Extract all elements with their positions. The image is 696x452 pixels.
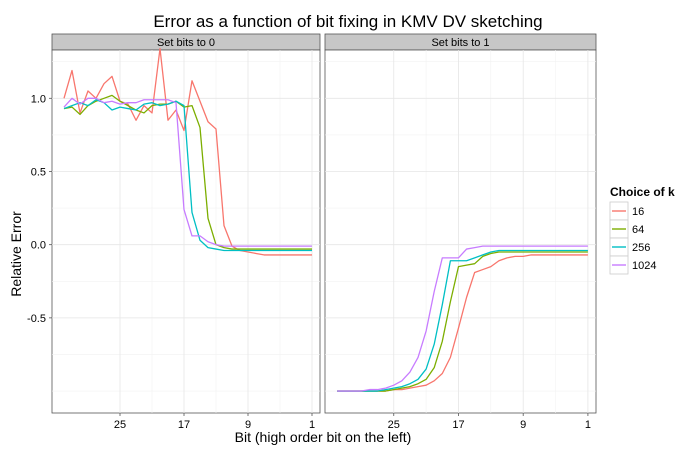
legend-label: 1024 [632,260,656,272]
legend-item: 16 [609,201,644,221]
legend-item: 64 [609,219,644,239]
chart-title: Error as a function of bit fixing in KMV… [153,12,542,31]
y-tick-label: 1.0 [31,93,46,105]
panel-2: Set bits to 1 25 17 9 1 [324,33,597,431]
x-tick-label: 17 [452,419,464,431]
panel-strip-title: Set bits to 1 [431,37,489,49]
legend-item: 1024 [609,255,656,275]
legend-item: 256 [609,237,650,257]
series-line-k-1024 [337,245,588,392]
x-axis-label: Bit (high order bit on the left) [235,429,412,445]
panel-1: Set bits to 0 25 17 9 1 1.0 0.5 0.0 -0.5 [27,33,321,431]
x-tick-label: 25 [388,419,400,431]
x-tick-label: 1 [309,419,315,431]
legend-label: 256 [632,242,650,254]
y-tick-label: -0.5 [27,313,46,325]
x-tick-label: 9 [245,419,251,431]
series-line-k-64 [63,94,312,250]
legend-title: Choice of k [610,185,675,199]
legend-label: 64 [632,224,644,236]
x-tick-label: 1 [585,419,591,431]
series-line-k-256 [337,249,588,392]
y-axis-label: Relative Error [8,211,24,297]
panel-plot-area [51,49,321,414]
panel-strip-title: Set bits to 0 [157,37,215,49]
panel-plot-area [324,49,597,414]
series-line-k-1024 [63,97,312,247]
x-tick-label: 25 [114,419,126,431]
x-tick-label: 17 [178,419,190,431]
legend-label: 16 [632,206,644,218]
legend: Choice of k 16 64 256 1024 [609,185,675,275]
y-tick-label: 0.5 [31,166,46,178]
series-line-k-256 [63,99,312,252]
series-line-k-16 [63,47,312,256]
x-tick-label: 9 [520,419,526,431]
y-tick-label: 0.0 [31,240,46,252]
